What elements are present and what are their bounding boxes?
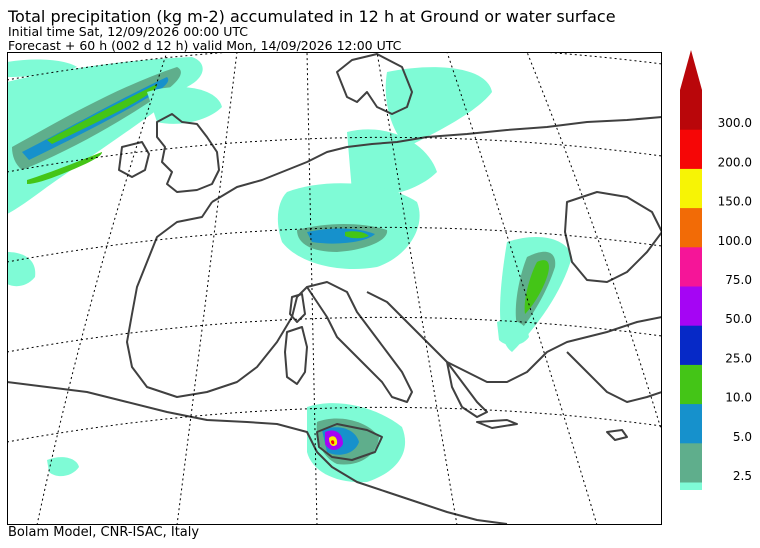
- model-credit: Bolam Model, CNR-ISAC, Italy: [8, 525, 200, 540]
- precip-area-iceland-sea: [7, 59, 77, 77]
- colorbar-swatch: [680, 364, 702, 405]
- coast-iberia: [126, 201, 308, 398]
- precip-area-aegean: [497, 320, 529, 346]
- coast-ireland: [118, 141, 150, 178]
- graticule: [7, 52, 662, 525]
- precipitation-map: [7, 52, 662, 525]
- coast-sardinia: [284, 326, 308, 385]
- coast-turkey: [566, 351, 662, 403]
- colorbar-swatch: [680, 90, 702, 130]
- colorbar-swatch: [680, 286, 702, 326]
- graticule-lon-2: [176, 52, 238, 525]
- coast-continental-europe: [211, 116, 662, 203]
- coast-greece: [446, 361, 488, 418]
- precip-area-spain-west: [7, 252, 36, 287]
- precip-area-northern-europe: [347, 129, 437, 196]
- colorbar-overflow-triangle: [680, 50, 702, 90]
- coast-crete: [476, 419, 518, 429]
- colorbar-label: 2.5: [733, 469, 752, 483]
- colorbar-label: 300.0: [718, 116, 752, 130]
- colorbar-label: 25.0: [725, 351, 752, 365]
- coast-north-africa: [7, 381, 508, 525]
- forecast-valid-label: Forecast + 60 h (002 d 12 h) valid Mon, …: [8, 38, 402, 53]
- colorbar-label: 150.0: [718, 195, 752, 209]
- precip-area-atlantic-core-2: [27, 152, 103, 184]
- colorbar-swatch: [680, 246, 702, 287]
- colorbar-swatch: [680, 129, 702, 169]
- initial-time-label: Initial time Sat, 12/09/2026 00:00 UTC: [8, 24, 249, 39]
- precip-area-balkans-core: [524, 260, 549, 314]
- colorbar-swatch: [680, 325, 702, 365]
- precip-area-north-sea: [147, 87, 222, 124]
- coast-black-sea: [564, 191, 662, 283]
- colorbar-swatch: [680, 403, 702, 444]
- coastlines: [7, 53, 662, 525]
- coast-adriatic-balkans: [366, 291, 662, 383]
- colorbar-label: 200.0: [718, 155, 752, 169]
- precip-areas: [7, 57, 572, 483]
- colorbar-label: 75.0: [725, 273, 752, 287]
- colorbar-label: 10.0: [725, 391, 752, 405]
- coast-great-britain: [156, 113, 220, 193]
- colorbar-label: 100.0: [718, 234, 752, 248]
- coast-france-italy: [306, 281, 413, 403]
- colorbar-label: 5.0: [733, 430, 752, 444]
- precip-area-atlantic-core: [47, 84, 158, 144]
- precip-area-baltic: [385, 67, 492, 147]
- precip-area-alps-core: [345, 231, 369, 239]
- colorbar-swatch: [680, 482, 702, 490]
- precip-area-libya: [47, 457, 79, 477]
- precip-area-sicily-core-3: [331, 440, 335, 445]
- colorbar: 0.52.55.010.025.050.075.0100.0150.0200.0…: [680, 50, 752, 490]
- coast-cyprus: [606, 429, 628, 441]
- colorbar-label: 50.0: [725, 312, 752, 326]
- colorbar-swatch: [680, 442, 702, 483]
- graticule-lon-6: [526, 52, 662, 433]
- colorbar-swatch: [680, 168, 702, 209]
- coast-sicily: [316, 423, 383, 461]
- colorbar-swatch: [680, 207, 702, 248]
- map-frame: [7, 52, 662, 525]
- chart-title: Total precipitation (kg m-2) accumulated…: [8, 7, 616, 26]
- graticule-lon-5: [446, 52, 598, 525]
- coast-scandinavia: [336, 53, 413, 115]
- coast-corsica: [289, 293, 306, 323]
- graticule-lon-1: [36, 52, 168, 525]
